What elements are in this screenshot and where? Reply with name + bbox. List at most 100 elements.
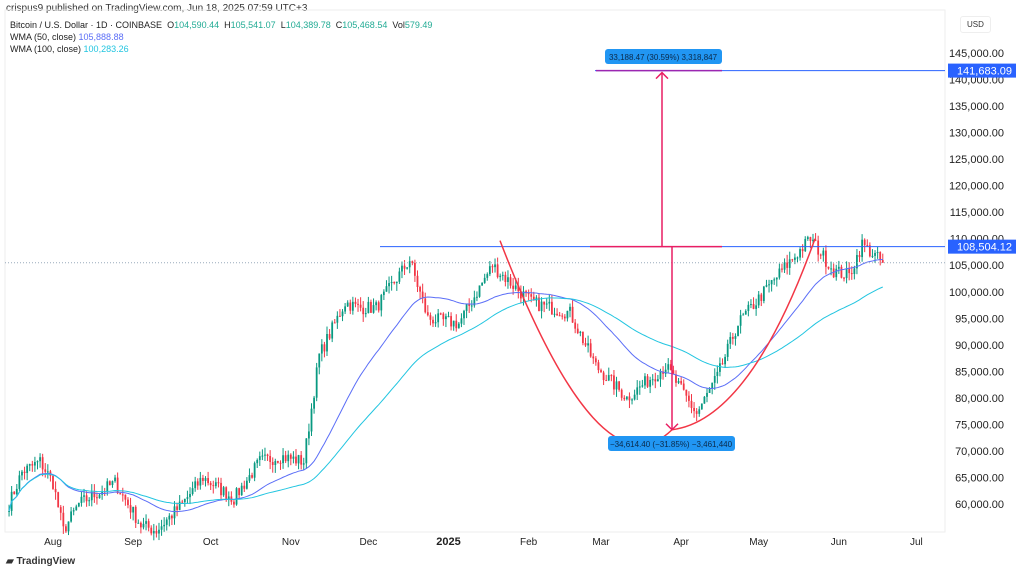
candle-body (711, 382, 714, 389)
candle-body (152, 530, 155, 534)
candle-body (651, 379, 654, 381)
candle-body (543, 301, 546, 305)
candle-body (633, 394, 636, 400)
candle-body (139, 522, 142, 528)
candle-body (850, 273, 853, 275)
candle-body (119, 493, 122, 495)
candle-body (757, 294, 760, 306)
candle-body (512, 285, 515, 289)
candle-body (654, 379, 657, 382)
candle-body (271, 462, 274, 465)
publisher-line: crispus9 published on TradingView.com, J… (6, 3, 308, 14)
candle-body (432, 319, 434, 324)
candle-body (481, 282, 484, 286)
candle-body (406, 267, 409, 269)
candle-body (318, 353, 321, 368)
candle-body (786, 262, 789, 268)
candle-body (282, 455, 284, 464)
candle-body (494, 264, 496, 268)
candle-body (752, 304, 755, 309)
candle-body (121, 494, 124, 496)
price-level-label: 141,683.09 (957, 66, 1012, 78)
y-tick-label: 80,000.00 (955, 393, 1004, 405)
candle-body (825, 250, 827, 267)
candle-body (57, 492, 60, 508)
candle-body (620, 389, 623, 398)
candle-body (202, 477, 204, 481)
candle-body (747, 304, 750, 311)
candle-body (582, 331, 584, 344)
symbol[interactable]: Bitcoin / U.S. Dollar · 1D · COINBASE (10, 20, 163, 30)
candle-body (594, 358, 597, 363)
candle-body (835, 268, 838, 278)
candle-body (256, 459, 259, 464)
candle-body (77, 502, 80, 507)
candle-body (716, 371, 719, 377)
candle-body (607, 375, 610, 381)
candle-body (703, 396, 706, 404)
candle-body (41, 457, 44, 470)
candle-body (837, 266, 840, 269)
candle-body (476, 296, 478, 298)
candle-body (804, 238, 807, 252)
measure-down-label: −34,614.40 (−31.85%) −3,461,440 (610, 440, 733, 449)
candle-body (54, 488, 57, 493)
currency-button[interactable]: USD (960, 16, 991, 33)
candle-body (341, 311, 344, 317)
candle-body (111, 481, 114, 486)
candle-body (486, 274, 489, 278)
candle-body (628, 396, 631, 401)
candle-body (124, 494, 127, 500)
candle-body (615, 381, 618, 390)
wma50-label: WMA (50, close) (10, 32, 77, 42)
candle-body (721, 363, 724, 365)
candle-body (98, 494, 101, 499)
tradingview-logo: ▰ TradingView (6, 556, 76, 567)
candle-body (765, 285, 768, 287)
candle-body (155, 530, 158, 534)
candle-body (15, 488, 18, 495)
candle-body (822, 250, 825, 256)
candle-body (194, 481, 197, 489)
candle-body (310, 408, 313, 432)
candle-body (690, 400, 693, 408)
measure-up-box (605, 49, 722, 64)
candle-body (235, 488, 238, 505)
candle-body (522, 291, 525, 299)
candle-body (496, 264, 499, 278)
open: 104,590.44 (174, 20, 220, 30)
candle-body (233, 501, 235, 505)
candle-body (101, 491, 104, 495)
y-tick-label: 100,000.00 (949, 287, 1004, 299)
candle-body (59, 507, 62, 513)
candle-body (191, 488, 194, 494)
candle-body (866, 245, 869, 247)
y-tick-label: 75,000.00 (955, 419, 1004, 431)
candle-body (116, 477, 119, 494)
candle-body (382, 291, 385, 296)
candle-body (408, 261, 411, 268)
candle-body (437, 313, 440, 323)
candle-body (331, 322, 334, 339)
candle-body (388, 283, 390, 287)
wma50-line (8, 259, 883, 513)
high: 105,541.07 (230, 20, 276, 30)
y-tick-label: 115,000.00 (950, 207, 1004, 219)
price-level-label: 108,504.12 (957, 242, 1012, 254)
candle-body (336, 315, 339, 323)
candle-body (96, 497, 98, 499)
candle-body (276, 461, 279, 463)
candle-body (8, 510, 10, 512)
candle-body (108, 481, 111, 486)
y-tick-label: 90,000.00 (955, 340, 1004, 352)
candle-body (238, 488, 241, 496)
candle-body (62, 512, 65, 527)
candle-body (419, 286, 421, 292)
y-tick-label: 135,000.00 (949, 101, 1004, 113)
candle-body (659, 371, 662, 380)
candle-body (783, 262, 786, 270)
y-tick-label: 65,000.00 (955, 472, 1004, 484)
candle-body (83, 495, 85, 497)
candle-body (150, 527, 153, 534)
